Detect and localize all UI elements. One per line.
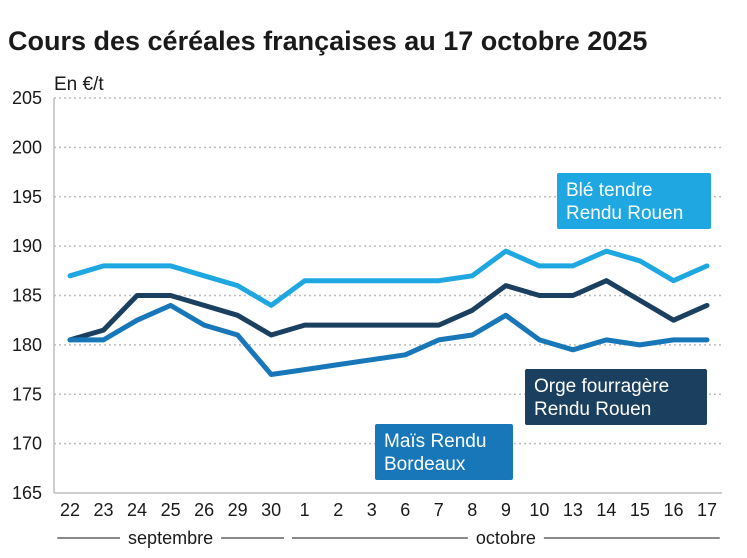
y-tick-label: 195 <box>12 187 42 207</box>
series-label-text: Rendu Rouen <box>534 399 651 420</box>
series-label-box <box>557 173 711 229</box>
x-tick-label: 24 <box>127 500 147 520</box>
series-label-text: Maïs Rendu <box>384 431 486 452</box>
x-tick-label: 7 <box>434 500 444 520</box>
month-group-label: octobre <box>476 528 536 548</box>
y-tick-label: 165 <box>12 483 42 503</box>
month-group-label: septembre <box>128 528 213 548</box>
series-label-box <box>375 424 513 480</box>
x-axis-ticks: 22 23 24 25 26 29 30 1 2 3 6 7 8 9 10 13 14 15 16 17 <box>60 500 717 520</box>
series-label-box <box>525 369 707 425</box>
y-tick-label: 190 <box>12 236 42 256</box>
x-tick-label: 14 <box>596 500 616 520</box>
x-tick-label: 9 <box>501 500 511 520</box>
x-tick-label: 26 <box>194 500 214 520</box>
x-tick-label: 8 <box>467 500 477 520</box>
y-axis-ticks: 165 170 175 180 185 190 195 200 205 <box>12 88 42 503</box>
chart-title: Cours des céréales françaises au 17 octo… <box>8 26 647 56</box>
series-label-text: Bordeaux <box>384 454 466 475</box>
series-label-text: Rendu Rouen <box>566 203 683 224</box>
x-tick-label: 3 <box>367 500 377 520</box>
series-lines <box>67 248 710 377</box>
y-tick-label: 185 <box>12 286 42 306</box>
series-label-text: Orge fourragère <box>534 376 669 397</box>
series-label-text: Blé tendre <box>566 180 653 201</box>
x-tick-label: 1 <box>300 500 310 520</box>
y-tick-label: 205 <box>12 88 42 108</box>
y-axis-unit-label: En €/t <box>54 74 104 95</box>
x-tick-label: 15 <box>630 500 650 520</box>
y-tick-label: 180 <box>12 335 42 355</box>
series-line <box>67 248 710 308</box>
x-tick-label: 13 <box>563 500 583 520</box>
x-tick-label: 25 <box>161 500 181 520</box>
x-tick-label: 17 <box>697 500 717 520</box>
x-tick-label: 23 <box>94 500 114 520</box>
x-tick-label: 29 <box>228 500 248 520</box>
x-tick-label: 30 <box>261 500 281 520</box>
x-tick-label: 6 <box>400 500 410 520</box>
x-tick-label: 2 <box>333 500 343 520</box>
x-tick-label: 16 <box>663 500 683 520</box>
y-tick-label: 200 <box>12 137 42 157</box>
x-tick-label: 10 <box>529 500 549 520</box>
series-line <box>67 302 710 377</box>
month-groups: septembre octobre <box>57 528 720 548</box>
x-tick-label: 22 <box>60 500 80 520</box>
y-tick-label: 175 <box>12 384 42 404</box>
y-tick-label: 170 <box>12 434 42 454</box>
series-line <box>67 278 710 343</box>
